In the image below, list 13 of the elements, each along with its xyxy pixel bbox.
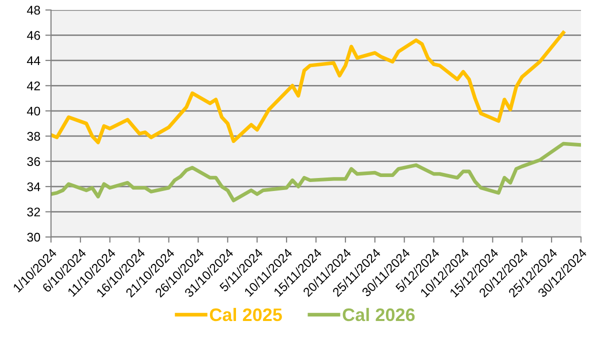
y-tick-label: 34 <box>27 182 40 192</box>
y-tick-label: 40 <box>26 106 40 116</box>
legend-label: Cal 2026 <box>342 308 415 322</box>
y-tick-label: 38 <box>27 132 40 141</box>
y-tick-label: 32 <box>27 208 40 216</box>
y-tick-label: 44 <box>26 56 40 65</box>
y-tick-label: 30 <box>27 232 40 242</box>
line-series <box>51 30 566 144</box>
y-tick-label: 42 <box>26 81 40 90</box>
y-tick-label: 48 <box>26 6 40 15</box>
y-tick-label: 36 <box>27 157 40 166</box>
y-tick-label: 46 <box>26 31 40 40</box>
legend-label: Cal 2025 <box>210 308 282 322</box>
